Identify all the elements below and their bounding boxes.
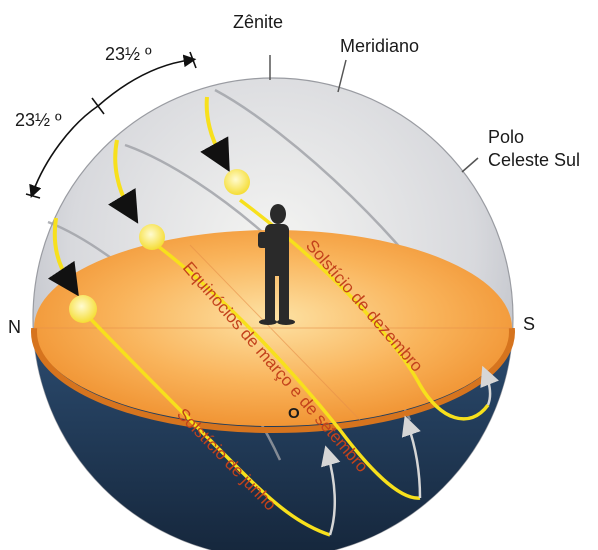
- angle-upper-label: 23½ º: [105, 44, 152, 64]
- person-icon: [258, 204, 295, 325]
- equinox-sun-path: [148, 238, 421, 500]
- sun-icon: [69, 295, 97, 323]
- south-pole-label-line1: Polo: [488, 127, 524, 147]
- label-leaders: [269, 55, 479, 173]
- horizon-guide-lines: [34, 244, 512, 421]
- angle-lower-label: 23½ º: [15, 110, 62, 130]
- south-pole-label-line2: Celeste Sul: [488, 150, 580, 170]
- sunrise-arrows: [47, 96, 230, 297]
- december-sun-path: [238, 198, 490, 421]
- sun-icon: [139, 224, 165, 250]
- south-label: S: [523, 314, 535, 334]
- june-sun-path: [80, 308, 331, 537]
- north-label: N: [8, 317, 21, 337]
- zenith-label: Zênite: [233, 12, 283, 32]
- meridian-label: Meridiano: [340, 36, 419, 56]
- angle-arcs: [25, 51, 197, 199]
- east-label: O: [288, 405, 300, 422]
- return-arcs: [321, 365, 499, 536]
- horizon-rim: [31, 328, 515, 433]
- sun-icon: [224, 169, 250, 195]
- sun-paths: [80, 198, 490, 537]
